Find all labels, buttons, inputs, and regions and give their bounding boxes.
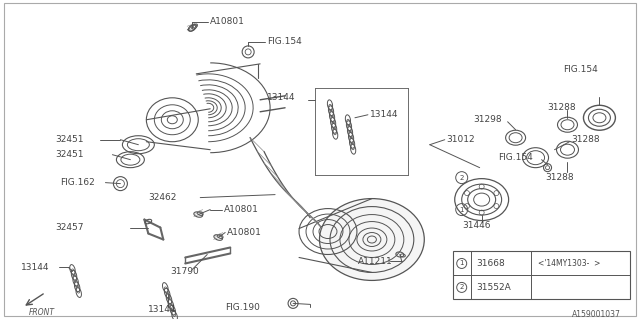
Bar	[452, 252, 630, 300]
Text: A10801: A10801	[210, 18, 245, 27]
Text: A10801: A10801	[224, 205, 259, 214]
Text: 31790: 31790	[170, 267, 199, 276]
Text: 13144: 13144	[20, 263, 49, 272]
Text: FRONT: FRONT	[29, 308, 54, 317]
Text: FIG.190: FIG.190	[225, 303, 260, 312]
Text: 32451: 32451	[56, 150, 84, 159]
Text: 32451: 32451	[56, 135, 84, 144]
Text: 13144: 13144	[370, 110, 398, 119]
Text: 1: 1	[460, 207, 464, 212]
Text: 31288: 31288	[572, 135, 600, 144]
Text: 31288: 31288	[548, 103, 576, 112]
Text: A10801: A10801	[227, 228, 262, 237]
Text: FIG.154: FIG.154	[267, 37, 302, 46]
Text: A159001037: A159001037	[572, 310, 620, 319]
Text: 32457: 32457	[56, 223, 84, 232]
Text: FIG.154: FIG.154	[498, 153, 532, 162]
Text: FIG.154: FIG.154	[563, 65, 598, 74]
Text: 32462: 32462	[148, 193, 177, 202]
Text: <'14MY1303-  >: <'14MY1303- >	[538, 259, 600, 268]
Text: 2: 2	[460, 284, 464, 291]
Text: 31446: 31446	[463, 221, 492, 230]
Text: 31012: 31012	[447, 135, 476, 144]
Text: FIG.162: FIG.162	[61, 178, 95, 187]
Text: 13144: 13144	[148, 305, 177, 314]
Text: 13144: 13144	[266, 93, 295, 102]
Text: 31668: 31668	[477, 259, 506, 268]
Text: 2: 2	[460, 175, 464, 180]
Text: A11211: A11211	[358, 257, 393, 266]
Text: 1: 1	[460, 260, 464, 267]
Text: 31298: 31298	[474, 115, 502, 124]
Text: 31552A: 31552A	[477, 283, 511, 292]
Ellipse shape	[319, 199, 424, 280]
Text: 31288: 31288	[545, 173, 574, 182]
